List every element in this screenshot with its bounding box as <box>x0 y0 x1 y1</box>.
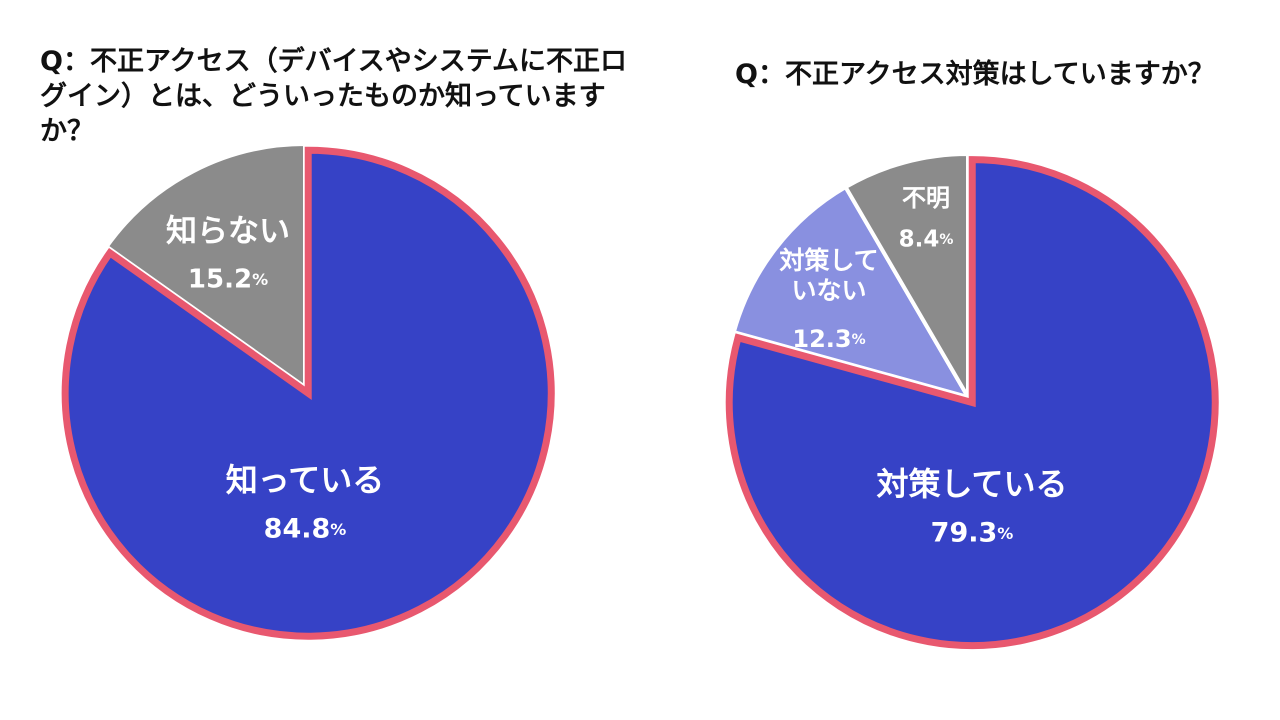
pie-chart-2 <box>725 151 1219 650</box>
pie-slice-2-3 <box>842 151 970 405</box>
pie-chart-1 <box>61 141 555 640</box>
pie-slice-1-2 <box>103 141 307 391</box>
chart-2-title: Q：不正アクセス対策はしていますか？ <box>735 59 1215 90</box>
slice-label-1-2: 知らない <box>166 214 290 250</box>
slice-label-2-2: 対策して <box>779 246 878 275</box>
slice-label-2-3: 不明 <box>902 184 950 212</box>
slice-label-2-1: 対策している <box>876 465 1067 503</box>
pie-slice-1-1 <box>61 146 555 640</box>
slice-label-2-2: いない <box>791 276 866 305</box>
chart-1-title: Q：不正アクセス（デバイスやシステムに不正ログイン）とは、どういったものか知って… <box>40 46 627 147</box>
pie-slice-2-2 <box>731 184 973 401</box>
pie-slice-2-1 <box>725 156 1219 650</box>
slice-label-1-1: 知っている <box>226 461 384 499</box>
